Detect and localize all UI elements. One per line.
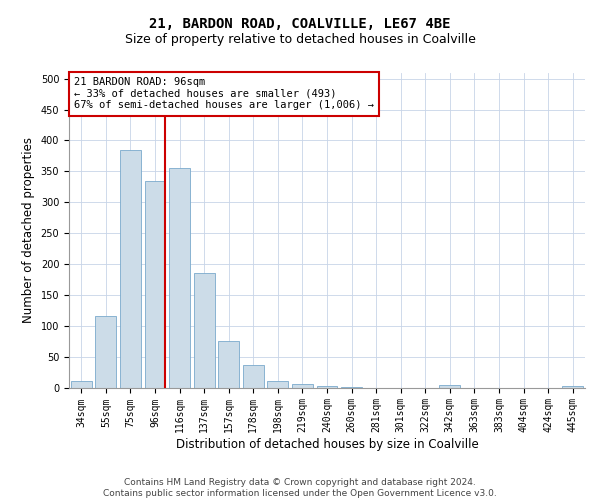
Bar xyxy=(145,180,166,388)
Text: Contains HM Land Registry data © Crown copyright and database right 2024.
Contai: Contains HM Land Registry data © Crown c… xyxy=(103,478,497,498)
Bar xyxy=(439,385,460,388)
Bar xyxy=(268,382,289,388)
Bar xyxy=(120,150,141,388)
Bar xyxy=(292,384,313,388)
Bar xyxy=(341,387,362,388)
Bar xyxy=(243,364,264,388)
Bar xyxy=(562,386,583,388)
Bar xyxy=(169,168,190,388)
Bar xyxy=(194,273,215,388)
Bar xyxy=(71,382,92,388)
Bar xyxy=(95,316,116,388)
Bar xyxy=(317,386,337,388)
Y-axis label: Number of detached properties: Number of detached properties xyxy=(22,137,35,323)
X-axis label: Distribution of detached houses by size in Coalville: Distribution of detached houses by size … xyxy=(176,438,478,451)
Text: 21, BARDON ROAD, COALVILLE, LE67 4BE: 21, BARDON ROAD, COALVILLE, LE67 4BE xyxy=(149,18,451,32)
Text: Size of property relative to detached houses in Coalville: Size of property relative to detached ho… xyxy=(125,32,475,46)
Text: 21 BARDON ROAD: 96sqm
← 33% of detached houses are smaller (493)
67% of semi-det: 21 BARDON ROAD: 96sqm ← 33% of detached … xyxy=(74,77,374,110)
Bar xyxy=(218,341,239,388)
